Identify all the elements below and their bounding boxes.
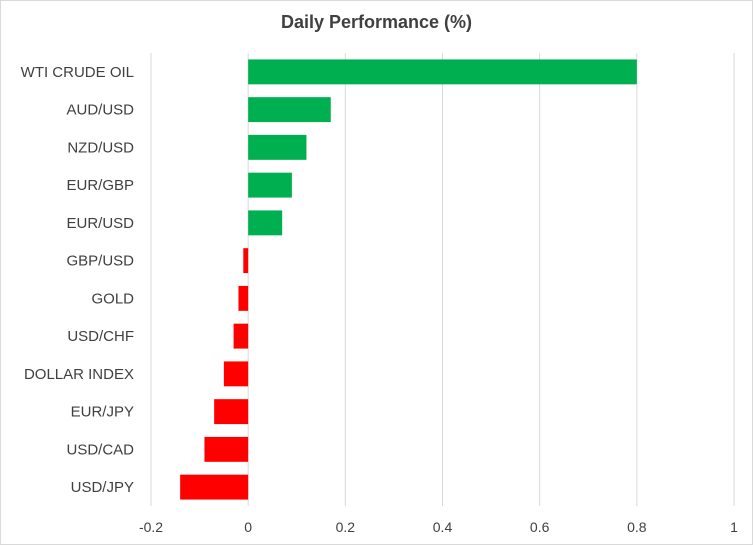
x-tick-label: 0.8	[627, 519, 647, 535]
category-label: EUR/GBP	[66, 177, 134, 194]
x-tick-label: 0	[244, 519, 252, 535]
bar	[243, 248, 249, 274]
x-tick-label: 0.6	[530, 519, 550, 535]
category-label: USD/CHF	[67, 328, 134, 345]
bar	[248, 134, 307, 160]
bar	[214, 399, 249, 425]
x-axis-tick-labels: -0.2 0 0.2 0.4 0.6 0.8 1	[139, 519, 738, 535]
x-tick-label: 1	[730, 519, 738, 535]
category-label: GBP/USD	[66, 253, 134, 270]
category-label: AUD/USD	[66, 102, 134, 119]
category-label: EUR/JPY	[71, 404, 134, 421]
category-label: NZD/USD	[67, 139, 134, 156]
category-labels: WTI CRUDE OIL AUD/USD NZD/USD EUR/GBP EUR/US…	[21, 64, 135, 496]
chart-title: Daily Performance (%)	[280, 12, 473, 32]
bar	[248, 172, 292, 198]
category-label: USD/JPY	[71, 479, 134, 496]
bar	[180, 474, 249, 500]
category-label: GOLD	[91, 290, 134, 307]
bar	[233, 323, 249, 349]
bar	[248, 210, 283, 236]
x-tick-label: -0.2	[139, 519, 163, 535]
bar	[238, 285, 249, 311]
bar	[248, 97, 331, 123]
bars	[180, 59, 637, 500]
category-label: DOLLAR INDEX	[24, 366, 134, 383]
x-tick-label: 0.4	[433, 519, 453, 535]
x-tick-label: 0.2	[336, 519, 356, 535]
bar	[223, 361, 249, 387]
gridlines	[150, 53, 735, 506]
category-label: EUR/USD	[66, 215, 134, 232]
category-label: WTI CRUDE OIL	[21, 64, 134, 81]
category-label: USD/CAD	[66, 441, 134, 458]
bar	[204, 436, 249, 462]
bar	[248, 59, 637, 85]
